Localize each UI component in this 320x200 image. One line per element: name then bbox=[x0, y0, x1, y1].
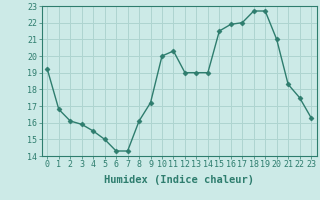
X-axis label: Humidex (Indice chaleur): Humidex (Indice chaleur) bbox=[104, 175, 254, 185]
